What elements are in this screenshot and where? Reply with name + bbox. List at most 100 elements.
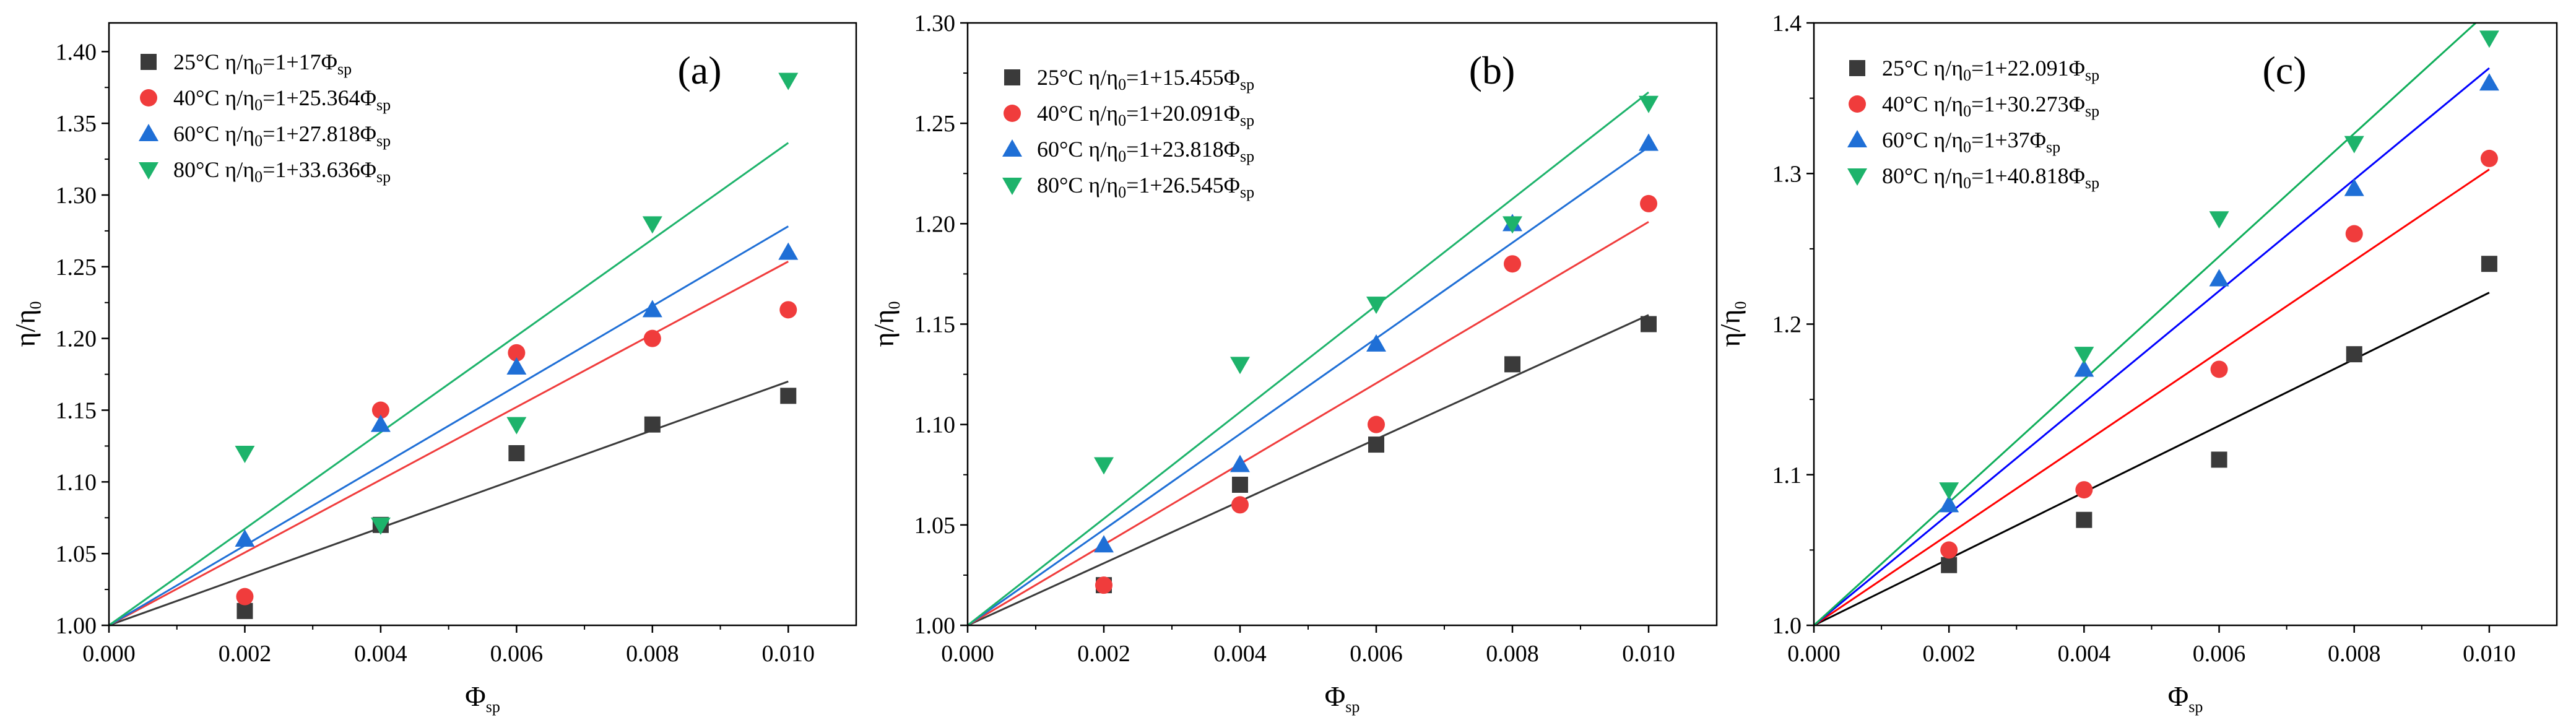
y-axis-title-sub: 0: [1732, 302, 1750, 310]
y-tick-label: 1.00: [56, 613, 97, 639]
y-tick-label: 1.15: [914, 312, 956, 338]
point-s3-4: [2479, 30, 2499, 48]
y-axis-title: η/η0: [9, 302, 45, 347]
legend-formula-sub: sp: [337, 60, 352, 78]
y-tick-label: 1.10: [914, 412, 956, 438]
point-s3-3: [2344, 136, 2364, 154]
y-tick-label: 1.0: [1772, 613, 1802, 639]
legend-formula-mid: =1+25.364Φ: [262, 85, 376, 110]
y-tick-label: 1.15: [56, 398, 97, 424]
point-s3-2: [506, 417, 527, 435]
legend-marker-3: [1847, 168, 1867, 186]
point-s3-0: [235, 446, 255, 463]
legend-series-name: 40°C: [173, 85, 225, 110]
legend-formula-sub: 0: [254, 60, 262, 78]
point-s2-2: [506, 357, 527, 375]
legend-formula-sub: 0: [254, 132, 262, 150]
point-s2-2: [2209, 269, 2229, 287]
y-tick-label: 1.25: [56, 254, 97, 280]
point-s3-2: [2209, 211, 2229, 229]
y-tick-label: 1.35: [56, 111, 97, 137]
point-s2-0: [235, 529, 255, 547]
point-s1-3: [2345, 225, 2363, 243]
x-tick-label: 0.000: [941, 641, 994, 667]
point-s2-1: [370, 414, 391, 432]
x-tick-label: 0.000: [1787, 641, 1841, 667]
legend-marker-0: [1849, 60, 1865, 76]
point-s0-3: [1504, 356, 1520, 373]
legend-formula-sub: 0: [254, 96, 262, 114]
legend-formula-mid: =1+26.545Φ: [1126, 173, 1240, 198]
point-s0-4: [780, 388, 797, 404]
y-axis-title-main: η/η: [9, 310, 41, 347]
legend-marker-1: [1849, 95, 1866, 113]
chart-panel-b: 0.000 0.002 0.004 0.006 0.008 0.010 1.00 1.05 1.…: [868, 11, 1718, 716]
legend-formula-mid: =1+17Φ: [262, 50, 337, 74]
point-s2-3: [2344, 178, 2364, 196]
x-tick-label: 0.008: [2328, 641, 2381, 667]
legend-marker-2: [139, 124, 158, 141]
point-s2-3: [642, 300, 662, 318]
fit-line-1: [1814, 168, 2490, 625]
fit-line-0: [109, 380, 789, 625]
point-s0-2: [1368, 436, 1384, 453]
point-s0-3: [644, 416, 661, 433]
legend: 25°C η/η0=1+15.455Φsp 40°C η/η0=1+20.091Φ…: [1002, 65, 1254, 201]
y-tick-label: 1.2: [1772, 312, 1802, 338]
x-tick-label: 0.004: [2058, 641, 2111, 667]
fit-line-1: [968, 221, 1649, 625]
point-s2-0: [1939, 495, 1959, 513]
panel-label: (a): [677, 48, 721, 92]
y-tick-label: 1.3: [1772, 161, 1802, 187]
legend-entry-3: 80°C η/η0=1+26.545Φsp: [1037, 173, 1254, 201]
legend-formula-sub: sp: [376, 168, 391, 186]
panel-label: (c): [2262, 48, 2306, 92]
point-s1-1: [371, 401, 389, 419]
legend-entry-3: 80°C η/η0=1+33.636Φsp: [173, 157, 391, 186]
x-axis-title-sub: sp: [2188, 698, 2203, 716]
legend-formula-sub: 0: [1118, 111, 1126, 129]
x-tick-label: 0.006: [1350, 641, 1403, 667]
legend-formula-main: η/η: [1088, 173, 1118, 198]
y-axis-title: η/η0: [1714, 302, 1750, 347]
x-tick-label: 0.004: [354, 641, 407, 667]
x-tick-label: 0.002: [1077, 641, 1130, 667]
legend-formula-mid: =1+22.091Φ: [1971, 56, 2085, 80]
x-tick-label: 0.010: [1622, 641, 1675, 667]
fit-line-2: [968, 146, 1649, 625]
point-s3-1: [2074, 347, 2094, 365]
y-tick-label: 1.1: [1772, 462, 1802, 488]
legend-entry-1: 40°C η/η0=1+20.091Φsp: [1037, 101, 1254, 129]
fit-line-2: [109, 225, 789, 625]
x-axis-title: Φsp: [2168, 680, 2203, 716]
legend-formula-sub: 0: [1963, 138, 1971, 156]
legend-entry-0: 25°C η/η0=1+15.455Φsp: [1037, 65, 1254, 93]
fit-lines: [109, 142, 789, 625]
legend-formula-sub: sp: [376, 132, 391, 150]
chart-panel-a: 0.000 0.002 0.004 0.006 0.008 0.010 1.00 1.05 1.…: [9, 22, 857, 716]
legend-entry-2: 60°C η/η0=1+27.818Φsp: [173, 121, 391, 150]
y-tick-label: 1.00: [914, 613, 956, 639]
fit-line-0: [1814, 292, 2490, 625]
point-s3-0: [1094, 457, 1114, 475]
x-tick-label: 0.000: [82, 641, 136, 667]
point-s1-0: [1940, 541, 1958, 559]
data-points: [235, 72, 799, 619]
fit-lines: [968, 91, 1649, 625]
legend-formula-sub: sp: [1240, 183, 1254, 201]
legend-formula-main: η/η: [225, 85, 254, 110]
x-tick-label: 0.010: [2463, 641, 2516, 667]
point-s3-1: [1230, 357, 1250, 375]
x-tick-label: 0.006: [490, 641, 544, 667]
legend-formula-main: η/η: [1088, 101, 1118, 126]
point-s2-4: [2479, 73, 2499, 91]
legend-marker-2: [1002, 139, 1022, 157]
legend-formula-main: η/η: [1088, 137, 1118, 162]
legend-series-name: 25°C: [1882, 56, 1933, 80]
x-tick-label: 0.002: [219, 641, 272, 667]
y-axis-title: η/η0: [868, 302, 903, 347]
point-s2-0: [1094, 535, 1114, 553]
legend-marker-3: [139, 162, 158, 180]
legend-formula-sub: sp: [376, 96, 391, 114]
legend-marker-0: [141, 54, 157, 70]
